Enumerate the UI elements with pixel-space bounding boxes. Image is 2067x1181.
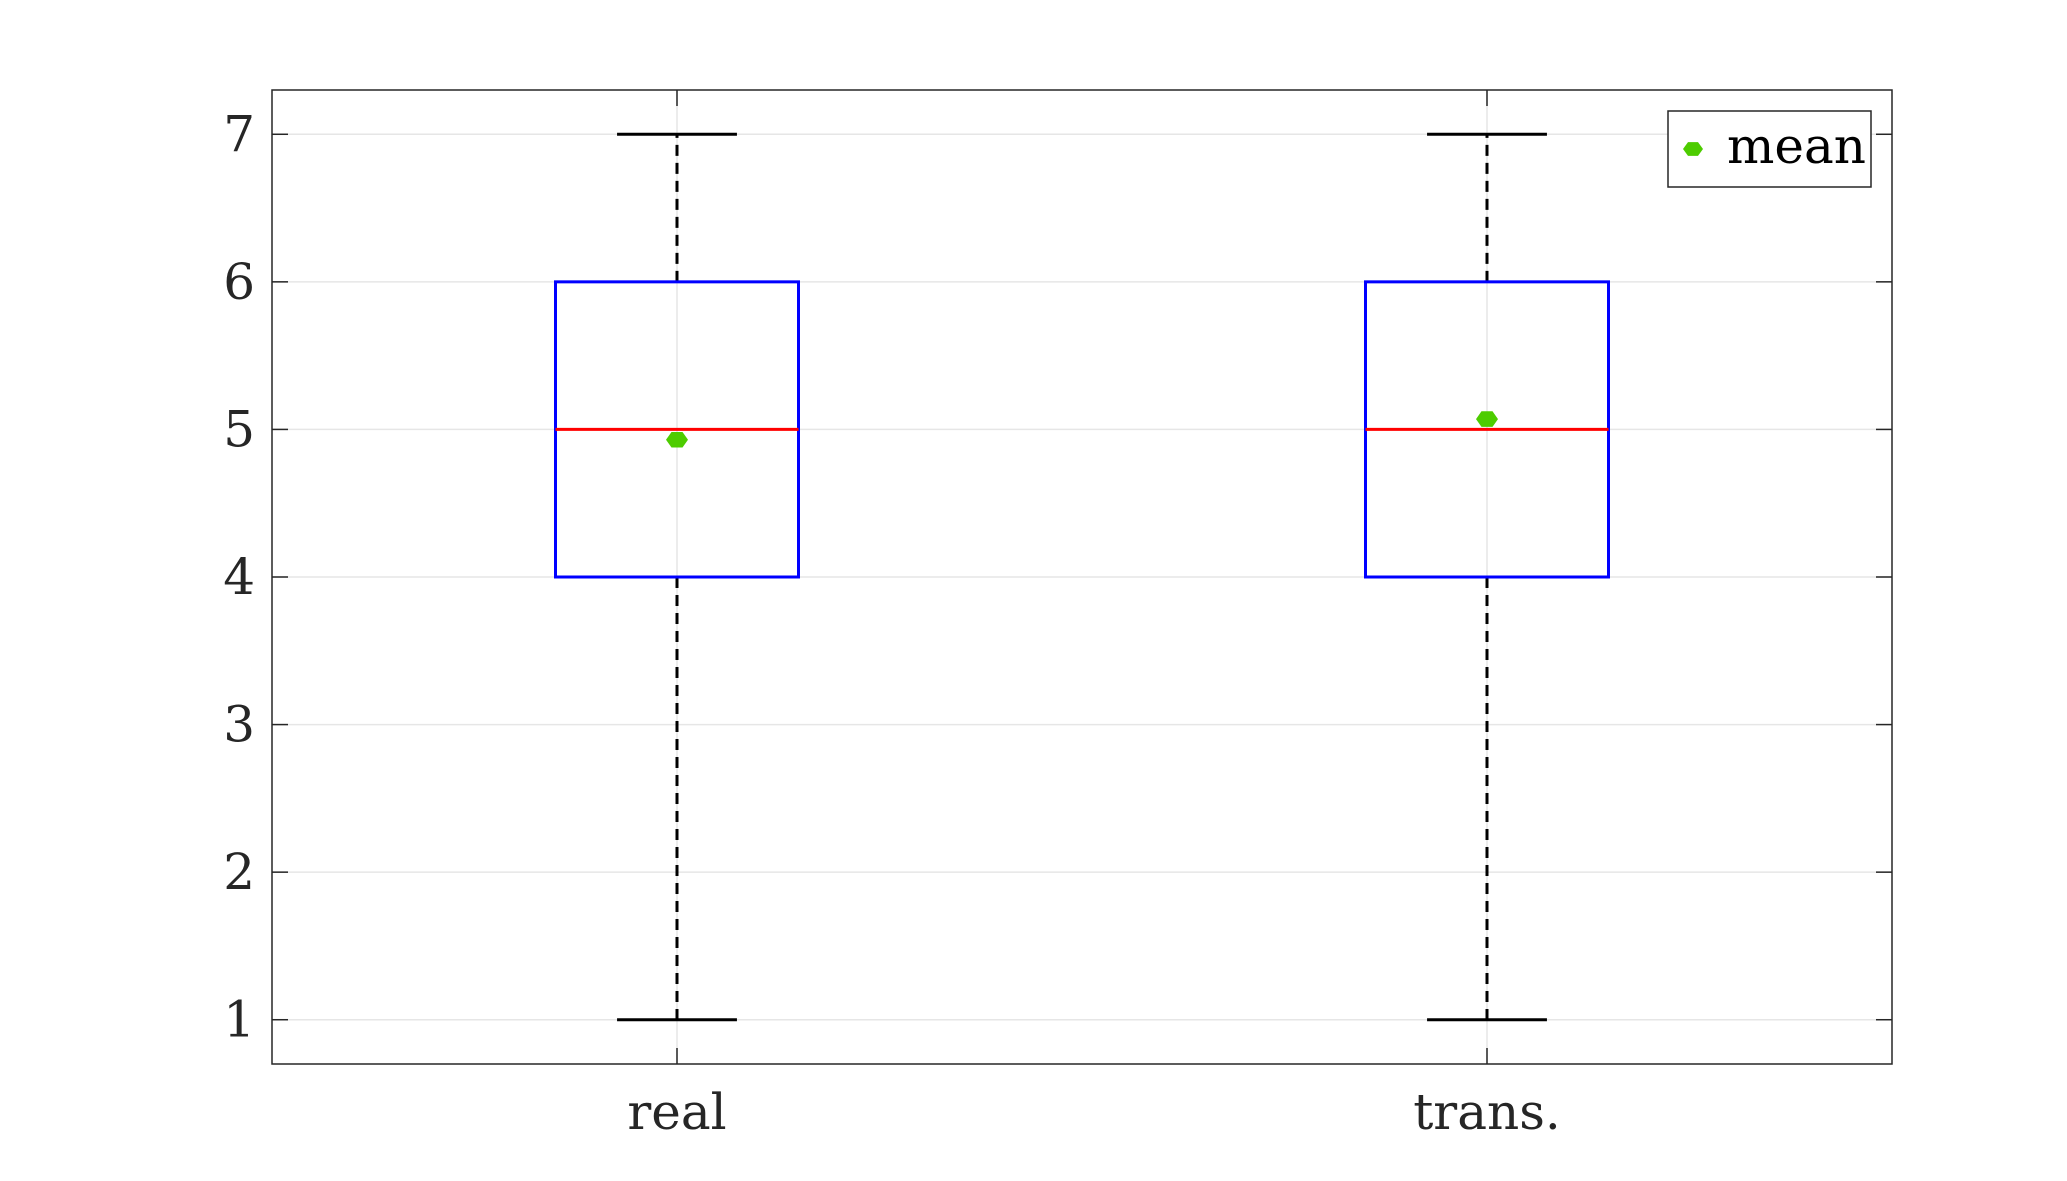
legend: mean (1667, 110, 1872, 188)
y-tick-label: 2 (223, 843, 255, 901)
legend-label-mean: mean (1727, 117, 1866, 175)
y-tick-label: 4 (223, 548, 255, 606)
box-2 (1364, 132, 1610, 1022)
mean-marker (1476, 411, 1498, 427)
x-tick-label: real (627, 1083, 726, 1141)
boxes-layer (554, 132, 1610, 1022)
y-tick-label: 1 (223, 991, 255, 1049)
x-tick-label: trans. (1413, 1083, 1561, 1141)
y-tick-label: 6 (223, 253, 255, 311)
box-1 (554, 132, 800, 1022)
ticks-layer: 1 2 3 4 5 6 7 real trans. (223, 90, 1892, 1141)
grid-lines (272, 90, 1892, 1064)
y-tick-label: 3 (223, 696, 255, 754)
y-tick-label: 5 (223, 400, 255, 458)
y-tick-label: 7 (223, 105, 255, 163)
mean-marker (666, 432, 688, 448)
legend-mean-marker (1683, 142, 1703, 156)
